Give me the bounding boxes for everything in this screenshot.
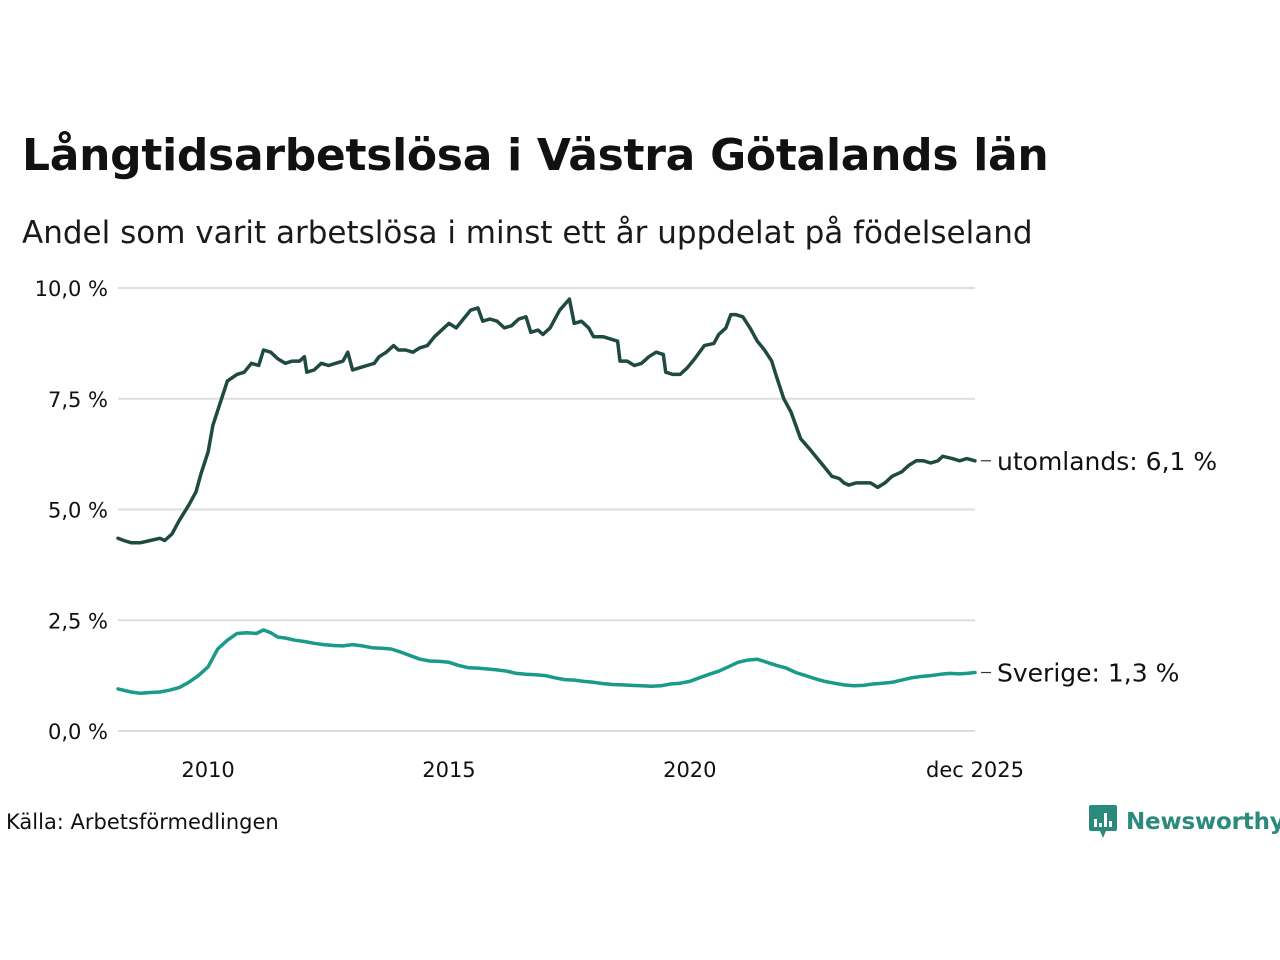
y-tick-label: 7,5 % xyxy=(48,388,108,412)
brand-logo[interactable]: Newsworthy xyxy=(1088,804,1280,840)
series-end-labels: utomlands: 6,1 % Sverige: 1,3 % xyxy=(981,447,1217,688)
x-axis-tick-labels: 2010 2015 2020 dec 2025 xyxy=(181,758,1024,782)
series-lines xyxy=(116,297,977,696)
series-line-utomlands xyxy=(116,297,977,545)
y-tick-label: 2,5 % xyxy=(48,609,108,633)
chart-subtitle: Andel som varit arbetslösa i minst ett å… xyxy=(22,215,1033,251)
y-tick-label: 5,0 % xyxy=(48,499,108,523)
chart-title: Långtidsarbetslösa i Västra Götalands lä… xyxy=(22,130,1049,181)
series-end-label-sverige: Sverige: 1,3 % xyxy=(997,659,1179,688)
brand-name: Newsworthy xyxy=(1126,809,1280,835)
series-line-sverige xyxy=(116,628,977,696)
series-end-label-utomlands: utomlands: 6,1 % xyxy=(997,447,1217,476)
x-tick-label: 2015 xyxy=(422,758,475,782)
y-axis-tick-labels: 0,0 % 2,5 % 5,0 % 7,5 % 10,0 % xyxy=(35,277,108,744)
grid-lines xyxy=(118,287,975,732)
y-tick-label: 0,0 % xyxy=(48,720,108,744)
x-tick-label: dec 2025 xyxy=(926,758,1024,782)
source-note: Källa: Arbetsförmedlingen xyxy=(6,810,279,834)
x-tick-label: 2020 xyxy=(663,758,716,782)
newsworthy-logo-icon xyxy=(1089,805,1117,838)
y-tick-label: 10,0 % xyxy=(35,277,108,301)
x-tick-label: 2010 xyxy=(181,758,234,782)
